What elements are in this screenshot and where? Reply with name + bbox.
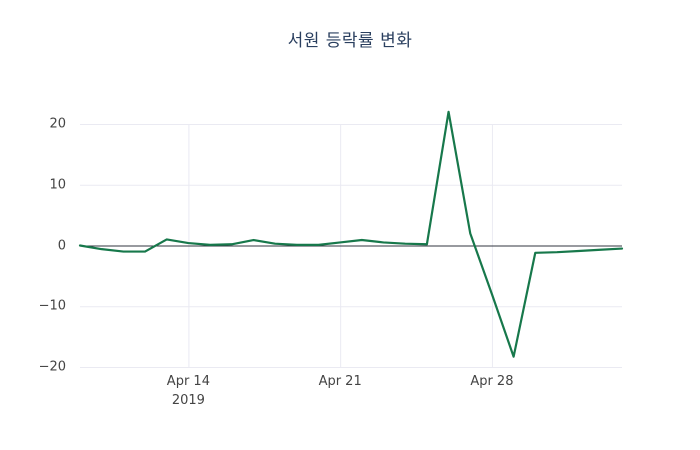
y-tick-label: 0 — [57, 238, 66, 253]
y-tick-label: 10 — [49, 177, 66, 193]
x-tick-label: Apr 28 — [470, 374, 514, 389]
y-tick-label: 20 — [49, 116, 66, 132]
y-tick-label: −20 — [38, 359, 66, 375]
y-tick-label: −10 — [38, 298, 66, 314]
x-tick-label: Apr 14 — [166, 374, 210, 389]
x-tick-label: Apr 21 — [318, 374, 362, 389]
data-series-line — [78, 110, 624, 358]
x-tick-sublabel-year: 2019 — [171, 393, 205, 408]
chart-title: 서원 등락률 변화 — [287, 31, 413, 51]
